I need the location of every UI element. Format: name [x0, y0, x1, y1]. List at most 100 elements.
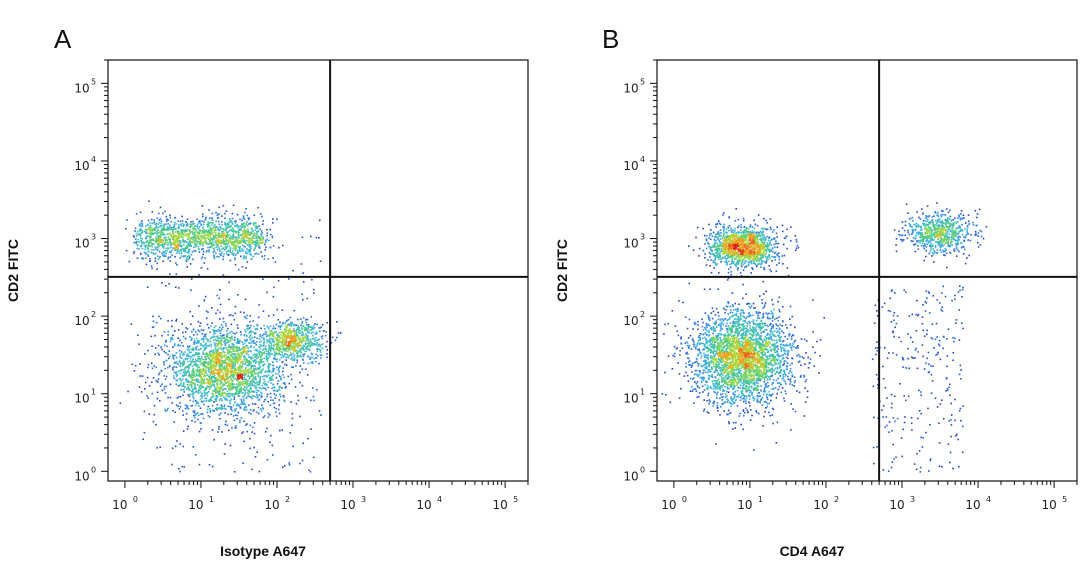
event-dot	[301, 321, 304, 323]
event-dot	[228, 241, 230, 243]
event-dot	[180, 357, 183, 360]
event-dot	[222, 227, 225, 230]
event-dot	[229, 359, 232, 361]
event-dot	[246, 423, 248, 425]
event-dot	[190, 221, 192, 223]
event-dot	[199, 391, 202, 393]
event-dot	[163, 386, 166, 388]
event-dot	[228, 230, 231, 232]
event-dot	[235, 220, 237, 222]
event-dot	[307, 342, 309, 345]
event-dot	[236, 245, 238, 247]
event-dot	[219, 390, 221, 393]
event-dot	[157, 239, 160, 242]
event-dot	[274, 358, 277, 361]
event-dot	[253, 346, 255, 349]
event-dot	[194, 241, 196, 244]
event-dot	[176, 264, 178, 266]
event-dot	[241, 376, 243, 379]
event-dot	[223, 235, 225, 237]
event-dot	[306, 297, 309, 300]
event-dot	[211, 217, 214, 219]
event-dot	[221, 405, 223, 407]
event-dot	[164, 378, 167, 380]
event-dot	[253, 368, 255, 370]
event-dot	[209, 228, 212, 231]
event-dot	[250, 346, 252, 348]
event-dot	[189, 239, 191, 242]
event-dot	[321, 337, 324, 340]
event-dot	[188, 355, 190, 357]
event-dot	[230, 252, 233, 254]
event-dot	[270, 377, 273, 380]
event-dot	[180, 369, 183, 372]
event-dot	[283, 347, 286, 350]
event-dot	[195, 404, 197, 407]
event-dot	[299, 344, 302, 347]
event-dot	[206, 354, 208, 357]
event-dot	[237, 392, 239, 394]
event-dot	[260, 344, 263, 347]
event-dot	[246, 325, 248, 327]
event-dot	[249, 251, 252, 253]
event-dot	[295, 336, 297, 339]
event-dot	[268, 363, 270, 366]
event-dot	[260, 251, 262, 253]
event-dot	[313, 324, 315, 327]
event-dot	[239, 218, 241, 221]
event-dot	[310, 361, 312, 364]
event-dot	[197, 235, 200, 238]
event-dot	[278, 331, 281, 334]
event-dot	[179, 355, 181, 357]
event-dot	[246, 221, 248, 223]
event-dot	[245, 361, 247, 363]
event-dot	[278, 404, 280, 406]
event-dot	[290, 358, 292, 360]
event-dot	[156, 397, 159, 400]
event-dot	[218, 392, 221, 395]
event-dot	[199, 361, 201, 363]
event-dot	[180, 255, 183, 257]
event-dot	[162, 212, 164, 215]
event-dot	[161, 348, 164, 351]
event-dot	[190, 278, 193, 280]
event-dot	[239, 381, 241, 383]
event-dot	[210, 336, 213, 339]
event-dot	[272, 349, 274, 351]
event-dot	[235, 371, 237, 374]
event-dot	[197, 342, 200, 344]
event-dot	[234, 425, 237, 427]
event-dot	[299, 462, 301, 465]
event-dot	[248, 245, 250, 248]
event-dot	[284, 383, 286, 385]
event-dot	[177, 220, 179, 222]
event-dot	[231, 250, 234, 252]
event-dot	[242, 230, 244, 232]
event-dot	[189, 228, 191, 231]
event-dot	[213, 226, 215, 228]
event-dot	[243, 378, 245, 381]
event-dot	[226, 368, 229, 370]
event-dot	[201, 256, 204, 258]
event-dot	[186, 233, 189, 236]
event-dot	[198, 238, 200, 240]
event-dot	[265, 370, 268, 373]
event-dot	[193, 397, 195, 400]
event-dot	[193, 379, 195, 381]
event-dot	[148, 240, 151, 242]
event-dot	[178, 240, 180, 243]
event-dot	[223, 249, 226, 251]
event-dot	[199, 373, 202, 376]
event-dot	[311, 361, 314, 363]
event-dot	[214, 388, 217, 391]
event-dot	[235, 369, 237, 371]
event-dot	[218, 239, 220, 241]
event-dot	[227, 377, 229, 380]
event-dot	[264, 248, 267, 251]
event-dot	[236, 224, 239, 226]
event-dot	[237, 380, 239, 383]
event-dot	[218, 235, 220, 238]
event-dot	[247, 385, 249, 388]
event-dot	[219, 289, 221, 291]
event-dot	[219, 398, 222, 400]
